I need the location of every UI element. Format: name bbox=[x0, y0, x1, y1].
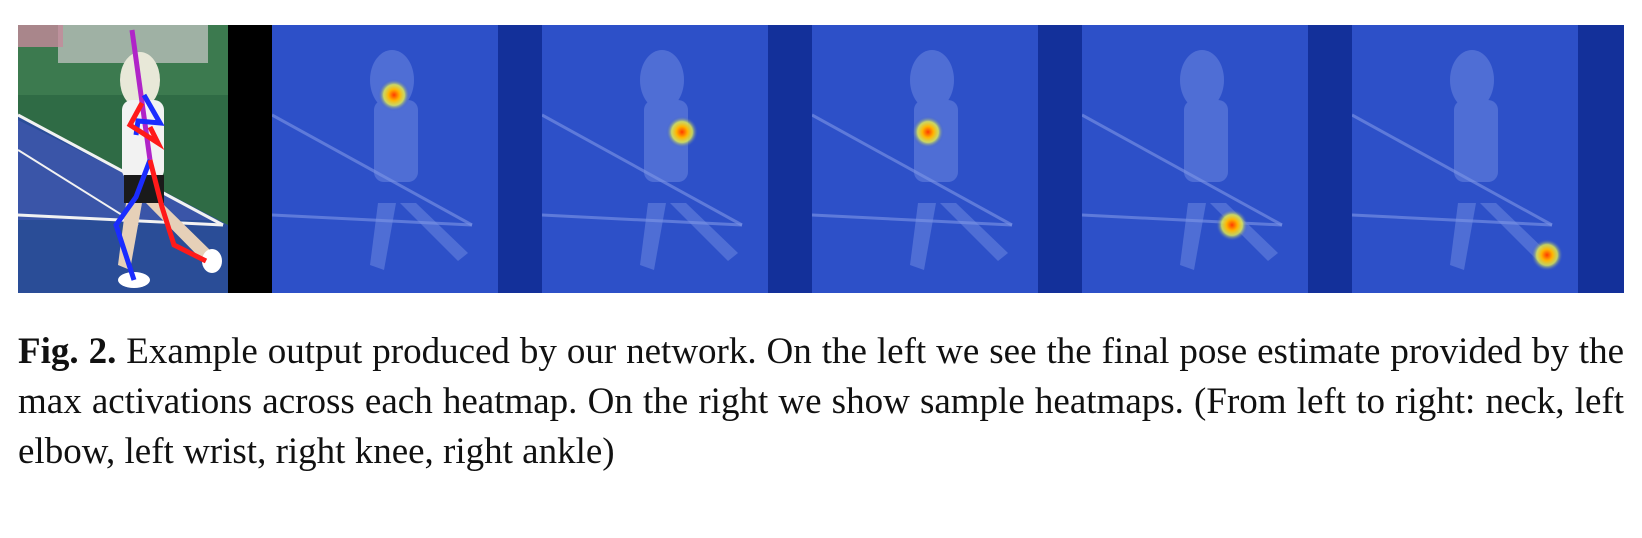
heatmap-panel-left-wrist bbox=[812, 25, 1082, 293]
pose-estimate-image bbox=[18, 25, 272, 293]
neck-heatmap bbox=[272, 25, 542, 293]
heatmap-panel-right-ankle bbox=[1352, 25, 1624, 293]
heatmap-panel-neck bbox=[272, 25, 542, 293]
figure-label: Fig. 2. bbox=[18, 331, 117, 372]
left-wrist-heatmap bbox=[812, 25, 1082, 293]
heatmap-panel-left-elbow bbox=[542, 25, 812, 293]
figure-image-strip bbox=[18, 25, 1624, 293]
heatmap-panel-right-knee bbox=[1082, 25, 1352, 293]
right-ankle-heatmap bbox=[1352, 25, 1624, 293]
left-elbow-heatmap bbox=[542, 25, 812, 293]
right-knee-heatmap bbox=[1082, 25, 1352, 293]
pose-estimate-panel bbox=[18, 25, 272, 293]
figure-caption: Fig. 2. Example output produced by our n… bbox=[18, 327, 1624, 477]
caption-text: Example output produced by our network. … bbox=[18, 331, 1624, 472]
